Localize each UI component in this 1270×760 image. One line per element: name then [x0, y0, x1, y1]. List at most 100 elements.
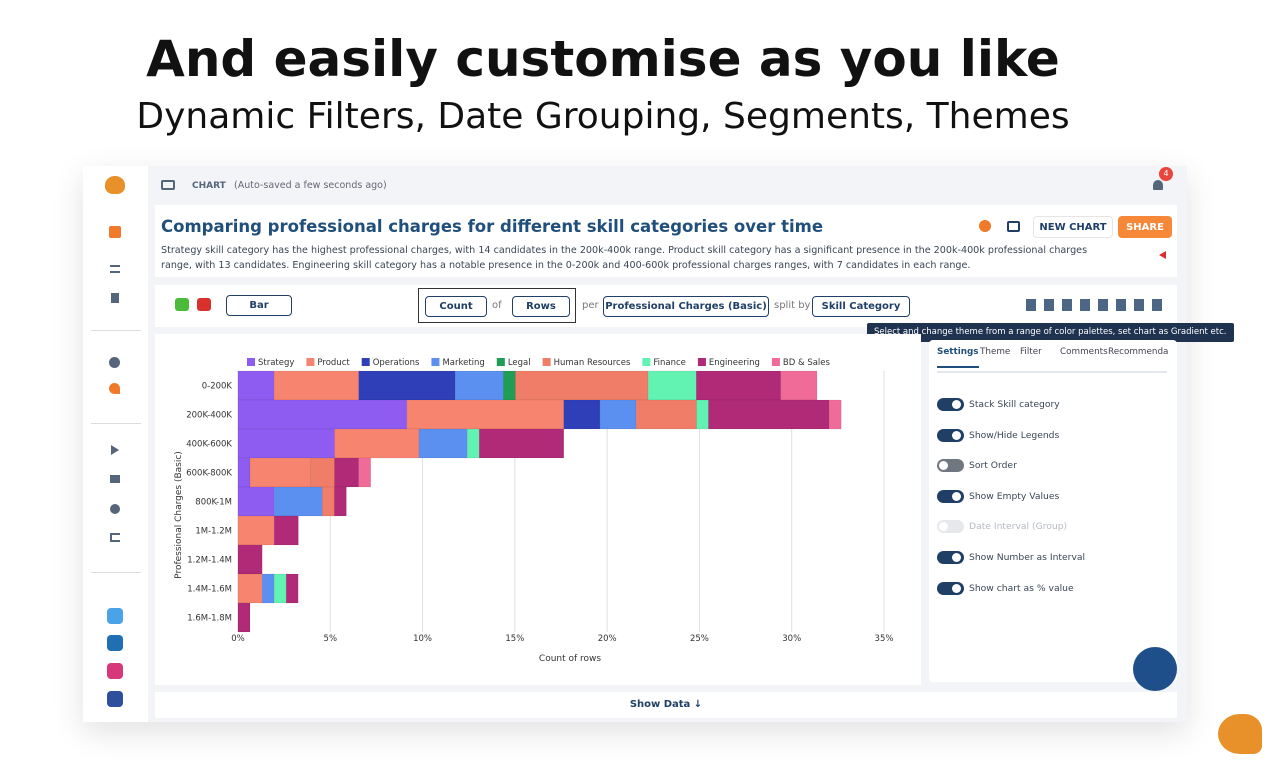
toolbar	[155, 285, 1177, 327]
toggle-knob	[952, 400, 961, 409]
bar-segment	[237, 486, 275, 517]
measure-select[interactable]: Count	[425, 296, 487, 317]
bar-segment	[285, 573, 299, 604]
bar-segment	[454, 370, 504, 401]
select-label: Professional Charges (Basic)	[605, 301, 767, 312]
legend-swatch	[771, 358, 780, 366]
toggle-knob	[939, 461, 948, 471]
bar-segment	[358, 370, 456, 401]
x-tick-label: 0%	[231, 634, 245, 644]
thumbs-down[interactable]	[197, 298, 211, 311]
legend-swatch	[697, 358, 706, 366]
toggle[interactable]	[937, 459, 964, 473]
legend-label: Marketing	[442, 358, 484, 368]
section-label: CHART	[192, 181, 226, 191]
bar-segment	[563, 399, 601, 430]
tooltip: Select and change theme from a range of …	[867, 323, 1234, 342]
field-select[interactable]: Rows	[512, 296, 570, 317]
tab[interactable]: Comments	[1060, 347, 1108, 357]
back-icon[interactable]	[161, 180, 175, 190]
coin-icon[interactable]	[109, 357, 120, 368]
toggle-label: Show Number as Interval	[969, 552, 1086, 563]
assistant-button[interactable]	[1133, 647, 1177, 691]
new-chart-button[interactable]: NEW CHART	[1033, 216, 1113, 238]
bar-segment	[273, 515, 299, 546]
chart-type-select[interactable]: Bar	[226, 295, 292, 316]
legend-label: Product	[317, 358, 350, 368]
layout-icon[interactable]	[1007, 221, 1020, 232]
toggle[interactable]	[937, 551, 964, 564]
logout-icon[interactable]	[110, 533, 120, 542]
bar-segment	[647, 370, 697, 401]
show-data-bar[interactable]: Show Data ↓	[155, 692, 1177, 718]
legend-label: Engineering	[709, 358, 760, 368]
twitter-icon[interactable]	[107, 608, 123, 624]
y-tick-label: 1M-1.2M	[195, 527, 232, 537]
toggle[interactable]	[937, 489, 964, 503]
list-icon[interactable]	[110, 265, 120, 273]
y-tick-label: 1.4M-1.6M	[187, 585, 232, 595]
bar-segment	[237, 399, 408, 430]
legend-swatch	[306, 358, 315, 366]
play-icon[interactable]	[111, 445, 119, 455]
chat-icon[interactable]	[110, 475, 120, 483]
dimension-select[interactable]: Professional Charges (Basic)	[603, 296, 769, 317]
notification-badge: 4	[1159, 167, 1173, 181]
title-card	[155, 205, 1177, 277]
y-tick-label: 600K-800K	[186, 469, 232, 479]
trash-icon[interactable]	[111, 293, 119, 303]
instagram-icon[interactable]	[107, 663, 123, 679]
bar-segment	[503, 370, 516, 401]
toggle-knob	[952, 583, 961, 593]
x-tick-label: 20%	[598, 634, 617, 644]
thumbs-up[interactable]	[175, 298, 189, 311]
y-tick-label: 200K-400K	[186, 411, 232, 421]
bar-segment	[708, 399, 830, 430]
legend-label: BD & Sales	[783, 358, 831, 368]
select-label: Skill Category	[821, 301, 901, 312]
share-button[interactable]: SHARE	[1118, 216, 1172, 238]
sidebar	[83, 166, 148, 722]
legend-swatch	[642, 358, 651, 366]
select-label: Count	[439, 301, 473, 312]
tab[interactable]: Theme	[980, 347, 1011, 357]
help-icon[interactable]	[110, 504, 120, 514]
legend-swatch	[247, 358, 255, 366]
toggle-knob	[952, 553, 961, 562]
toggle-label: Stack Skill category	[969, 399, 1060, 410]
bell-icon[interactable]	[1153, 180, 1163, 190]
bar-segment	[515, 370, 649, 401]
toggle[interactable]	[937, 581, 964, 595]
bar-segment	[828, 399, 842, 430]
toggle[interactable]	[937, 428, 964, 442]
toggle[interactable]	[937, 398, 964, 411]
toggle-label: Sort Order	[969, 460, 1017, 472]
toggle-knob	[952, 491, 961, 501]
linkedin-icon[interactable]	[107, 635, 123, 651]
bar-segment	[273, 370, 359, 401]
facebook-icon[interactable]	[107, 691, 123, 707]
y-axis-label: Professional Charges (Basic)	[174, 451, 184, 579]
legend-label: Finance	[653, 358, 686, 368]
legend-label: Legal	[508, 358, 531, 368]
tab[interactable]: Filter	[1020, 347, 1042, 357]
x-tick-label: 15%	[505, 634, 524, 644]
button-label: SHARE	[1126, 221, 1164, 233]
tab[interactable]: Recommenda	[1108, 347, 1169, 357]
tab[interactable]: Settings	[937, 347, 979, 368]
insight-icon[interactable]	[979, 220, 991, 232]
collapse-arrow[interactable]	[1159, 251, 1166, 259]
split-select[interactable]: Skill Category	[812, 296, 910, 317]
add-icon[interactable]	[109, 226, 121, 238]
tool-icons[interactable]	[1026, 299, 1168, 311]
y-tick-label: 0-200K	[202, 382, 233, 392]
toggle-knob	[952, 430, 961, 440]
legend-label: Operations	[373, 358, 420, 368]
bar-segment	[237, 428, 335, 459]
bar-segment	[599, 399, 637, 430]
toggle-label: Show/Hide Legends	[969, 429, 1060, 441]
rocket-icon[interactable]	[109, 383, 120, 394]
chart: Count of rows Professional Charges (Basi…	[174, 358, 893, 664]
bar-segment	[273, 573, 287, 604]
